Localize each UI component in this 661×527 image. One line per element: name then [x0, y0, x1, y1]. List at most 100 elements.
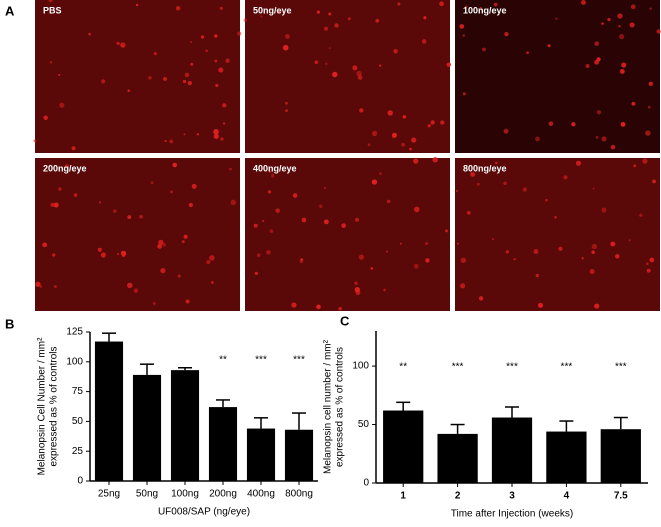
cell [470, 172, 473, 175]
cell [172, 162, 178, 168]
cell [647, 105, 651, 109]
cell [213, 133, 219, 139]
image-caption: 100ng/eye [463, 5, 507, 15]
cell [148, 76, 152, 80]
cell [58, 187, 62, 191]
cell [446, 62, 451, 67]
cell [652, 179, 656, 184]
cell [617, 13, 623, 19]
cell [268, 170, 272, 173]
cell [163, 77, 167, 81]
cell [120, 250, 127, 256]
y-tick-label: 50 [72, 416, 84, 427]
panel-label: A [5, 3, 15, 18]
cell [256, 253, 261, 257]
y-tick-label: 100 [352, 361, 369, 372]
cell [164, 140, 167, 143]
cell [285, 109, 289, 113]
cell [440, 120, 445, 125]
cell [271, 174, 275, 178]
significance: *** [615, 362, 627, 373]
cell [158, 239, 164, 246]
cell [548, 121, 554, 126]
bar [94, 341, 124, 481]
cell [135, 3, 139, 7]
x-tick-label: 800ng [285, 489, 313, 500]
cell [338, 306, 342, 311]
cell [43, 115, 48, 120]
x-axis-label: UF008/SAP (ng/eye) [158, 507, 250, 518]
x-tick-label: 25ng [98, 489, 120, 500]
cell [558, 246, 563, 251]
y-tick-label: 100 [66, 356, 83, 367]
cell [411, 137, 417, 143]
cell [575, 160, 582, 166]
image-caption: 200ng/eye [43, 163, 87, 173]
cell [425, 242, 428, 245]
cell [162, 243, 166, 247]
cell [645, 130, 651, 136]
cell [211, 281, 214, 284]
cell [53, 202, 59, 208]
cell [205, 49, 208, 53]
x-tick-label: 2 [455, 491, 461, 502]
cell [206, 259, 211, 265]
cell [504, 32, 509, 37]
cell [59, 102, 65, 108]
cell [607, 17, 611, 22]
y-tick-label: 50 [358, 419, 370, 430]
cell [503, 128, 509, 134]
cell [503, 181, 507, 185]
cell [427, 124, 431, 128]
x-axis-label: Time after Injection (weeks) [451, 509, 573, 520]
cell [649, 7, 652, 10]
bar [491, 417, 533, 483]
cell [285, 34, 290, 39]
cell [459, 24, 465, 29]
cell [175, 6, 181, 11]
y-axis-label: Melanopsin cell number / mm² [323, 339, 334, 474]
cell [323, 26, 329, 31]
cell [127, 215, 132, 220]
cell [533, 248, 539, 255]
cell [409, 147, 412, 151]
cell [555, 17, 558, 20]
cell [601, 207, 607, 213]
cell [513, 258, 516, 261]
cell [402, 115, 407, 119]
cell [48, 0, 53, 3]
cell [169, 139, 174, 144]
y-tick-label: 75 [72, 386, 84, 397]
bar [284, 429, 314, 481]
significance: *** [506, 362, 518, 373]
cell [35, 281, 41, 287]
cell [52, 253, 56, 257]
x-tick-label: 4 [564, 491, 570, 502]
bar [246, 428, 276, 481]
cell [191, 183, 197, 189]
cell [482, 47, 486, 52]
cell [371, 179, 378, 185]
cell [430, 120, 435, 125]
y-axis-label: expressed as % of controls [49, 346, 60, 466]
cell [354, 281, 358, 286]
cell [621, 62, 627, 68]
cell [610, 144, 616, 150]
bar [170, 370, 200, 481]
cell [596, 57, 601, 62]
x-tick-label: 3 [509, 491, 515, 502]
cell [229, 167, 232, 171]
cell [219, 6, 223, 11]
cell [618, 25, 621, 28]
cell [190, 62, 194, 66]
cell [120, 42, 126, 48]
cell [594, 303, 600, 309]
cell [262, 219, 265, 223]
y-tick-label: 0 [77, 476, 83, 487]
cell [190, 41, 193, 44]
cell [183, 133, 186, 136]
cell [535, 136, 540, 142]
cell [58, 73, 61, 76]
cell [401, 142, 406, 147]
cell [423, 16, 427, 20]
